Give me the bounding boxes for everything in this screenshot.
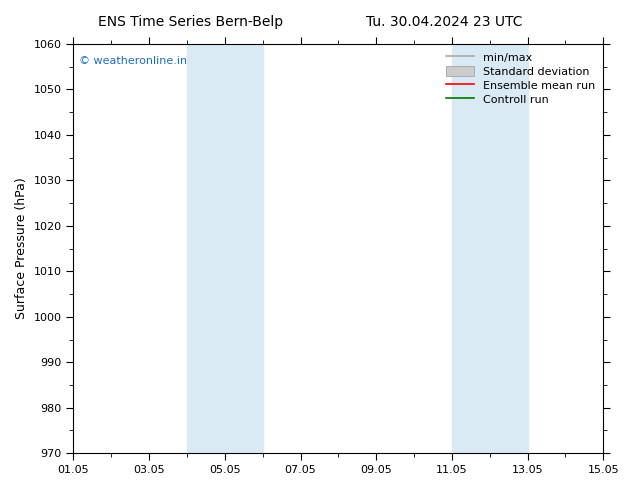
Text: © weatheronline.in: © weatheronline.in bbox=[79, 56, 187, 66]
Text: ENS Time Series Bern-Belp: ENS Time Series Bern-Belp bbox=[98, 15, 283, 29]
Bar bbox=[452, 44, 527, 453]
Text: Tu. 30.04.2024 23 UTC: Tu. 30.04.2024 23 UTC bbox=[366, 15, 522, 29]
Legend: min/max, Standard deviation, Ensemble mean run, Controll run: min/max, Standard deviation, Ensemble me… bbox=[442, 48, 600, 109]
Y-axis label: Surface Pressure (hPa): Surface Pressure (hPa) bbox=[15, 178, 28, 319]
Bar bbox=[187, 44, 262, 453]
